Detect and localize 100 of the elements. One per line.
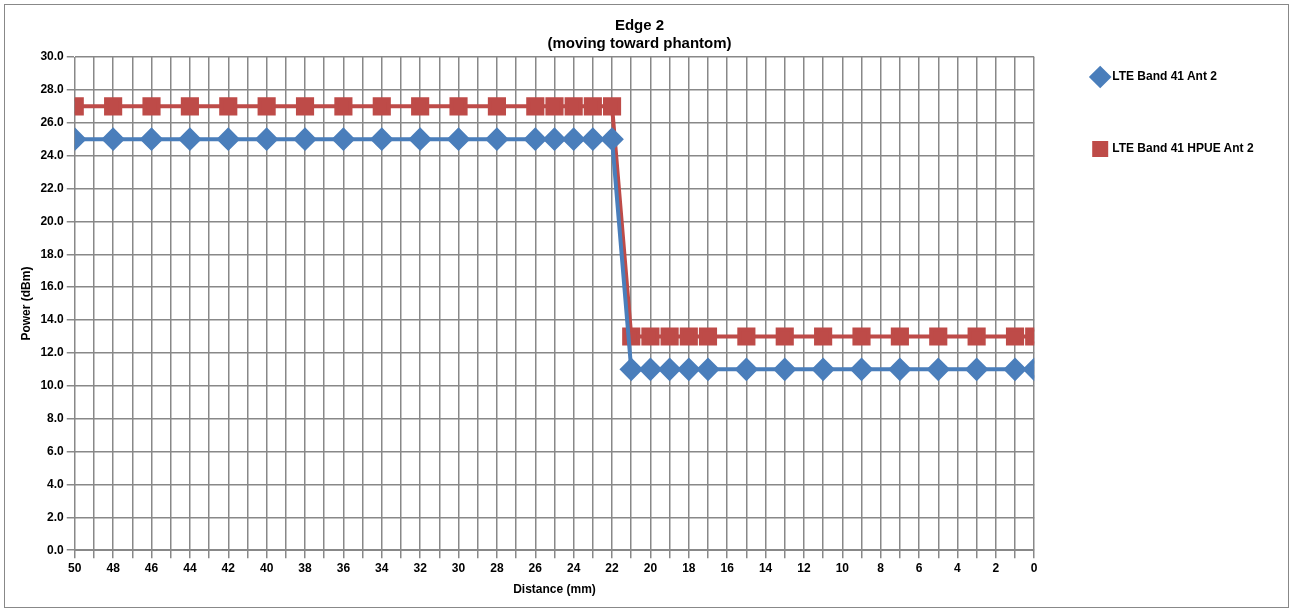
point — [543, 128, 566, 151]
point — [927, 358, 950, 381]
point — [929, 327, 948, 346]
x-tick-label: 6 — [915, 560, 923, 575]
x-tick-label: 36 — [336, 560, 351, 575]
y-tick-label: 30.0 — [40, 49, 65, 64]
x-tick-label: 22 — [605, 560, 620, 575]
point — [601, 128, 624, 151]
point — [735, 358, 758, 381]
x-tick-label: 48 — [106, 560, 121, 575]
legend-label: LTE Band 41 Ant 2 — [1112, 69, 1218, 84]
point — [620, 358, 643, 381]
y-tick-label: 8.0 — [47, 410, 65, 425]
point — [658, 358, 681, 381]
point — [775, 327, 794, 346]
y-tick-label: 20.0 — [40, 213, 65, 228]
x-tick-label: 40 — [259, 560, 274, 575]
point — [660, 327, 679, 346]
point — [639, 358, 662, 381]
x-tick-label: 42 — [221, 560, 236, 575]
point — [1004, 358, 1027, 381]
point — [850, 358, 873, 381]
x-tick-label: 8 — [877, 560, 885, 575]
y-tick-label: 18.0 — [40, 246, 65, 261]
point — [447, 128, 470, 151]
y-tick-label: 24.0 — [40, 147, 65, 162]
point — [257, 97, 276, 116]
y-tick-label: 2.0 — [47, 509, 65, 524]
point — [526, 97, 545, 116]
chart-title: Edge 2 — [614, 16, 665, 34]
point — [583, 97, 602, 116]
x-tick-label: 34 — [375, 560, 389, 575]
x-axis-title: Distance (mm) — [513, 582, 596, 597]
point — [372, 97, 391, 116]
y-tick-label: 0.0 — [47, 542, 65, 557]
point — [449, 97, 468, 116]
point — [332, 128, 355, 151]
point — [295, 97, 315, 116]
y-tick-label: 4.0 — [47, 476, 65, 491]
point — [524, 128, 547, 151]
y-tick-label: 28.0 — [40, 82, 65, 97]
chart-subtitle: (moving toward phantom) — [547, 34, 732, 52]
x-tick-label: 50 — [68, 560, 82, 575]
point — [1005, 327, 1025, 346]
x-tick-label: 38 — [298, 560, 313, 575]
point — [698, 327, 718, 346]
point — [140, 128, 163, 151]
point — [104, 97, 123, 116]
point — [102, 128, 125, 151]
point — [564, 97, 583, 116]
x-tick-label: 28 — [490, 560, 504, 575]
point — [696, 358, 719, 381]
y-tick-label: 10.0 — [40, 378, 65, 393]
x-tick-label: 2 — [992, 560, 1000, 575]
point — [485, 128, 508, 151]
point — [737, 327, 756, 346]
point — [545, 97, 564, 116]
point — [679, 327, 698, 346]
point — [409, 128, 432, 151]
x-tick-label: 14 — [758, 560, 773, 575]
x-tick-label: 4 — [954, 560, 962, 575]
point — [411, 97, 430, 116]
point — [180, 97, 199, 116]
x-tick-label: 20 — [643, 560, 658, 575]
point — [334, 97, 353, 116]
y-tick-label: 14.0 — [40, 312, 65, 327]
x-tick-label: 24 — [566, 560, 581, 575]
point — [487, 97, 506, 116]
y-axis-title: Power (dBm) — [18, 266, 33, 341]
point — [677, 358, 700, 381]
point — [967, 327, 986, 346]
x-tick-label: 10 — [835, 560, 850, 575]
point — [217, 128, 240, 151]
x-tick-label: 16 — [720, 560, 735, 575]
point — [370, 128, 393, 151]
x-tick-label: 44 — [183, 560, 197, 575]
point — [219, 97, 238, 116]
x-tick-label: 26 — [528, 560, 543, 575]
point — [773, 358, 796, 381]
x-tick-label: 0 — [1030, 560, 1038, 575]
point — [814, 327, 833, 346]
point — [294, 128, 317, 151]
point — [178, 128, 201, 151]
point — [641, 327, 660, 346]
point — [142, 97, 161, 116]
point — [255, 128, 278, 151]
point — [581, 128, 604, 151]
point — [562, 128, 585, 151]
x-tick-label: 12 — [797, 560, 811, 575]
point — [812, 358, 835, 381]
x-tick-label: 46 — [144, 560, 159, 575]
y-tick-label: 16.0 — [40, 279, 65, 294]
x-tick-label: 32 — [413, 560, 428, 575]
y-tick-label: 22.0 — [40, 180, 65, 195]
point — [602, 97, 622, 116]
point — [890, 327, 909, 346]
point — [888, 358, 911, 381]
point — [965, 358, 988, 381]
y-tick-label: 12.0 — [40, 345, 65, 360]
x-tick-label: 30 — [451, 560, 466, 575]
